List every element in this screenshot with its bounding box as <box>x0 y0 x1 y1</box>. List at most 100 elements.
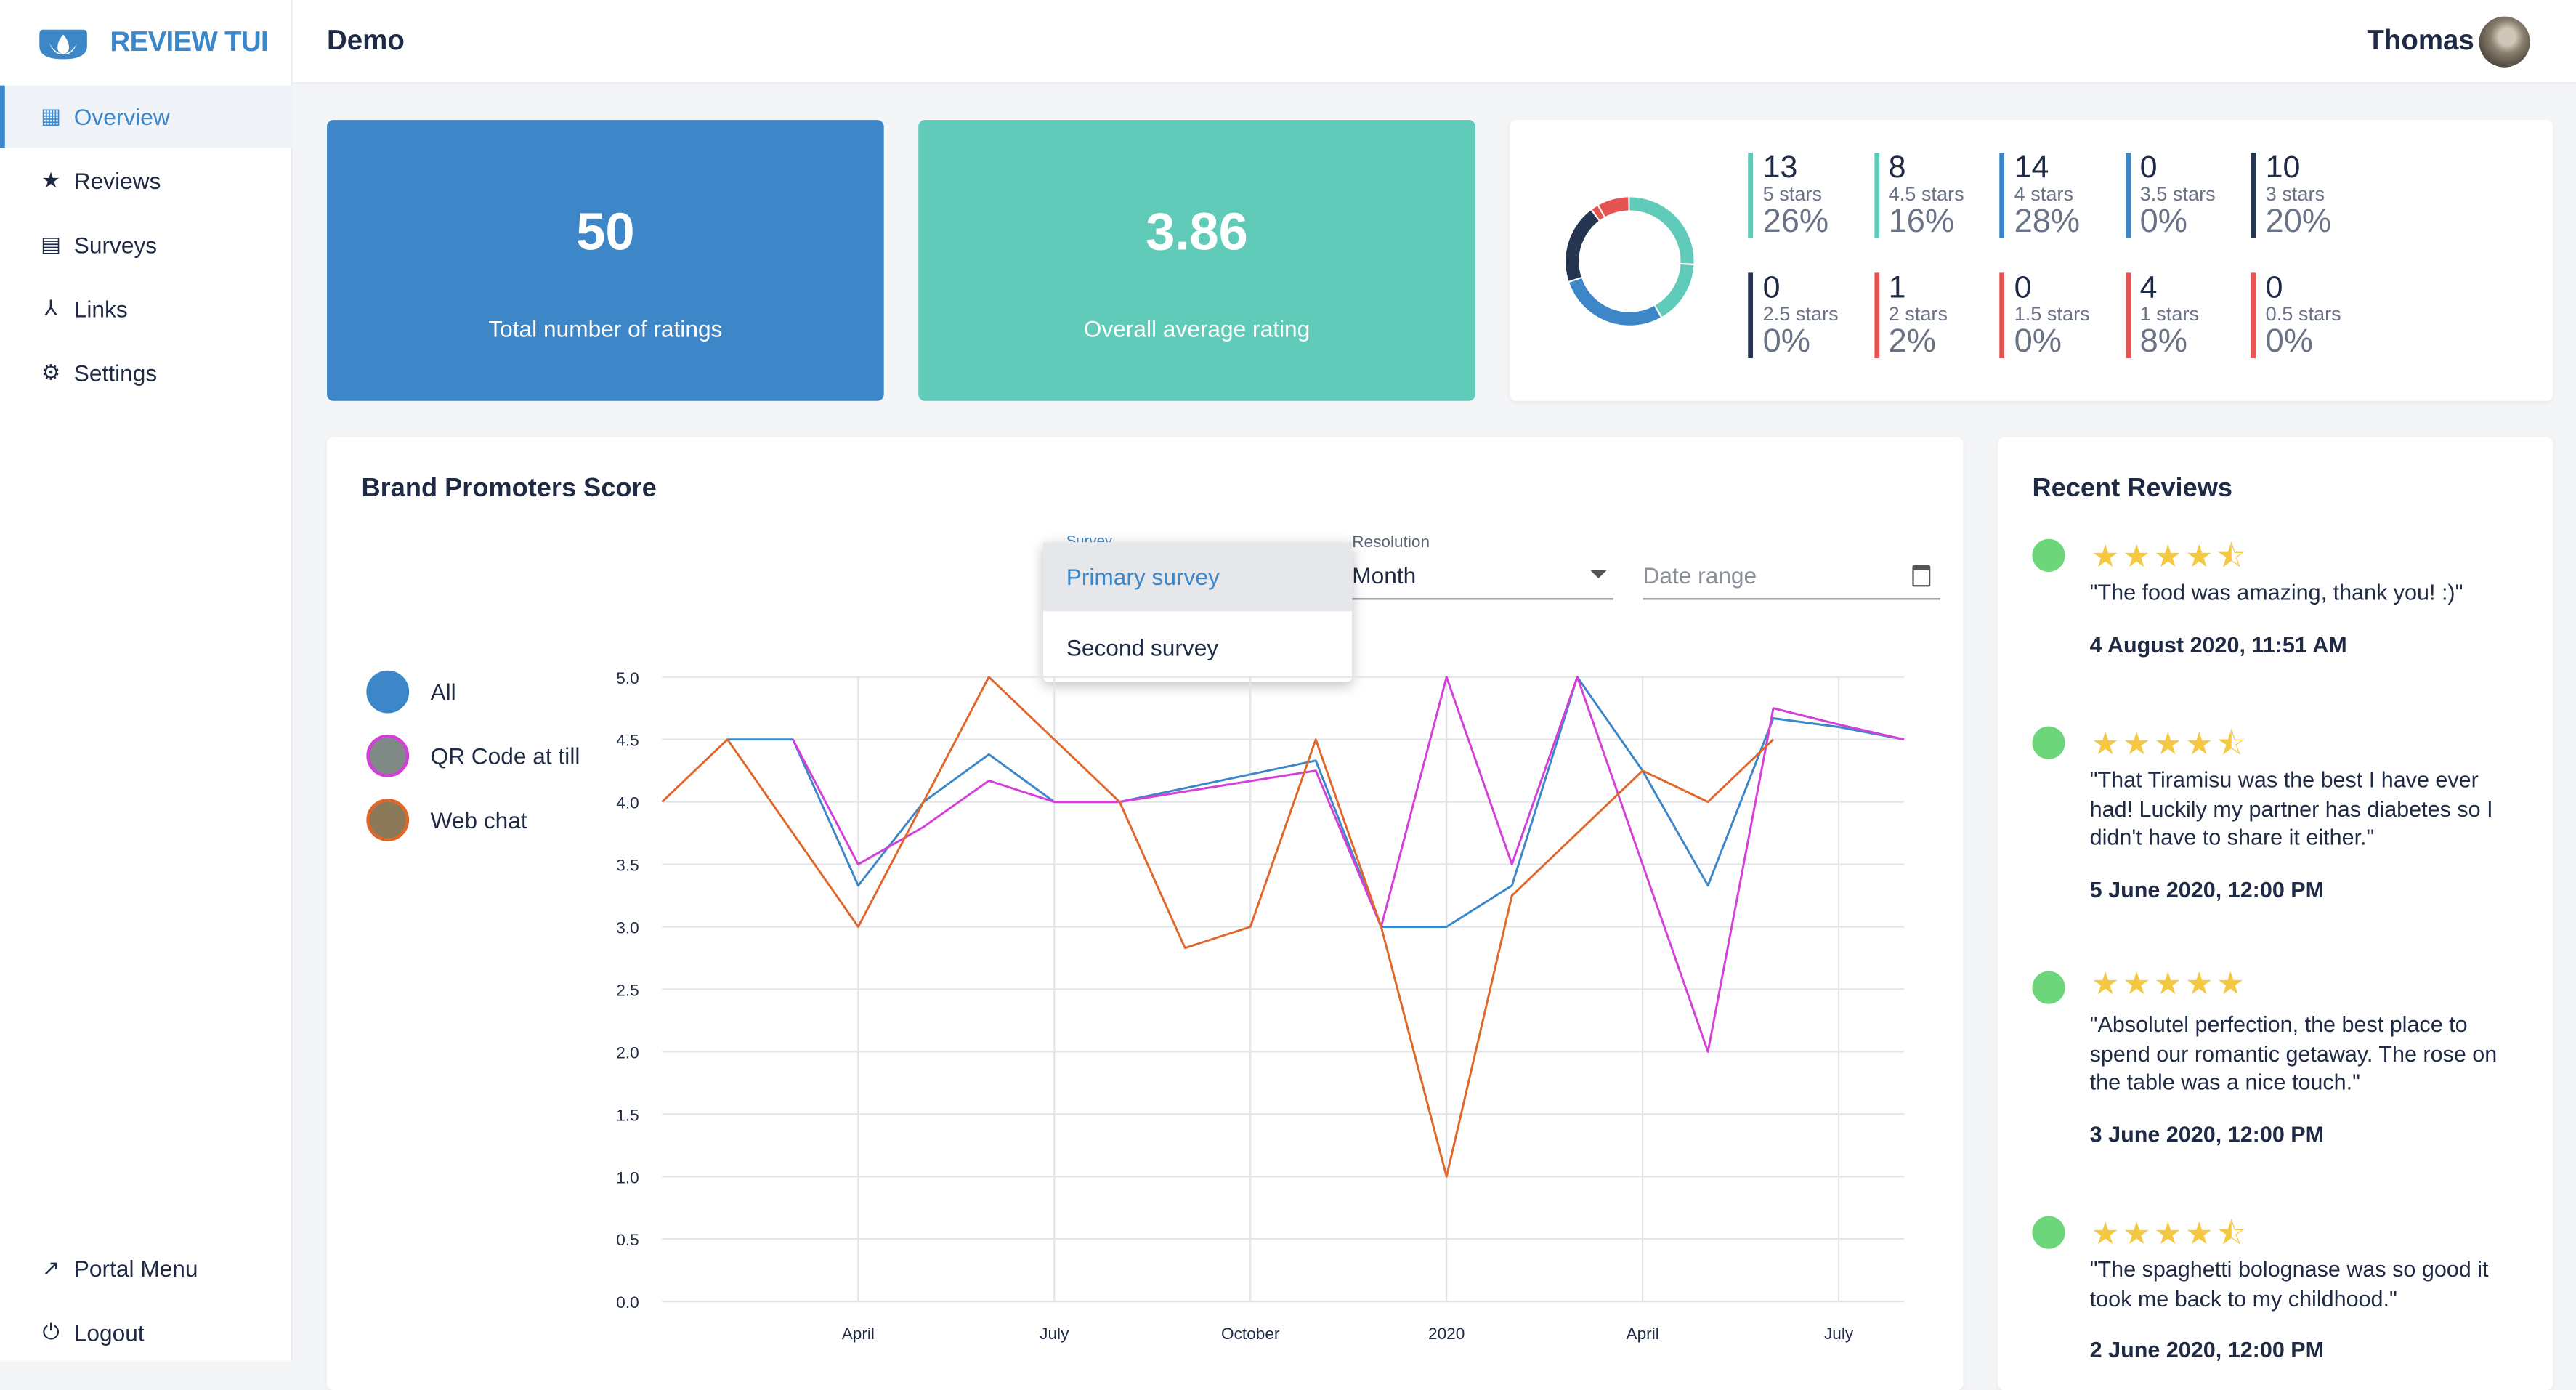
y-tick-label: 2.5 <box>616 981 639 999</box>
star-rating-icon: ★★★★★ <box>2091 968 2248 1003</box>
x-tick-label: July <box>1040 1325 1069 1343</box>
sidebar-item-portal-menu[interactable]: ↗ Portal Menu <box>0 1237 289 1300</box>
rating-percent: 0% <box>2139 203 2187 241</box>
resolution-select[interactable]: Month <box>1352 562 1613 600</box>
date-range-input[interactable]: Date range <box>1643 562 1940 600</box>
legend-item-all[interactable]: All <box>366 667 456 716</box>
brand-promoters-title: Brand Promoters Score <box>361 474 657 504</box>
rating-level: 0.5 stars <box>2265 302 2341 326</box>
rating-count: 4 <box>2139 271 2158 306</box>
legend-label: QR Code at till <box>430 743 580 769</box>
total-ratings-label: Total number of ratings <box>488 315 723 342</box>
legend-item-web-chat[interactable]: Web chat <box>366 796 527 845</box>
rating-percent: 26% <box>1762 203 1829 241</box>
user-name[interactable]: Thomas <box>2367 24 2474 56</box>
resolution-label: Resolution <box>1352 533 1430 552</box>
dashboard-icon: ▦ <box>41 103 61 129</box>
gear-icon: ⚙ <box>41 360 61 385</box>
rating-level: 4 stars <box>2014 182 2074 206</box>
status-dot <box>2032 538 2065 573</box>
sidebar-item-surveys[interactable]: ▤ Surveys <box>0 214 289 276</box>
recent-reviews-title: Recent Reviews <box>2032 474 2233 504</box>
y-tick-label: 0.0 <box>616 1293 639 1312</box>
page-title: Demo <box>327 24 405 56</box>
lotus-logo-icon <box>39 29 87 60</box>
rating-stat: 10 3 stars 20% <box>2251 151 2365 241</box>
rating-stat: 0 3.5 stars 0% <box>2125 151 2240 241</box>
rating-level: 1.5 stars <box>2014 302 2090 326</box>
power-icon: ⏻ <box>42 1319 60 1344</box>
rating-count: 8 <box>1888 151 1906 186</box>
x-tick-label: April <box>842 1325 875 1343</box>
y-tick-label: 3.5 <box>616 857 639 875</box>
y-tick-label: 0.5 <box>616 1231 639 1249</box>
x-tick-label: April <box>1627 1325 1659 1343</box>
sidebar-item-label: Links <box>73 296 128 323</box>
calendar-icon[interactable] <box>1912 565 1931 587</box>
sidebar-item-overview[interactable]: ▦ Overview <box>0 85 294 148</box>
brand[interactable]: REVIEW TUI <box>36 20 269 65</box>
avatar[interactable] <box>2479 16 2530 68</box>
rating-count: 1 <box>1888 271 1906 306</box>
sidebar-item-settings[interactable]: ⚙ Settings <box>0 342 289 404</box>
rating-count: 10 <box>2265 151 2301 186</box>
rating-count: 0 <box>2139 151 2158 186</box>
rating-count: 0 <box>2014 271 2032 306</box>
average-rating-card: 3.86 Overall average rating <box>918 120 1475 401</box>
status-dot <box>2032 726 2065 759</box>
brand-promoters-line-chart: 0.0 0.5 1.0 1.5 2.0 2.5 3.0 3.5 4.0 4.5 5.0 April Ju… <box>616 669 1905 1343</box>
donut-slice <box>1566 197 1694 326</box>
clipboard-icon: ▤ <box>41 231 61 256</box>
sidebar-item-label: Logout <box>73 1319 145 1346</box>
review-date: 2 June 2020, 12:00 PM <box>2089 1337 2325 1362</box>
rating-count: 14 <box>2014 151 2049 186</box>
status-dot <box>2032 971 2065 1004</box>
rating-level: 3 stars <box>2265 182 2325 206</box>
review-date: 5 June 2020, 12:00 PM <box>2089 877 2325 902</box>
review-text: "Absolutel perfection, the best place to… <box>2089 1012 2498 1095</box>
review-text: "The spaghetti bolognase was so good it … <box>2089 1257 2489 1311</box>
brand-promoters-card: Brand Promoters Score Survey Resolution … <box>327 437 1964 1390</box>
y-tick-label: 4.5 <box>616 732 639 750</box>
sidebar-item-reviews[interactable]: ★ Reviews <box>0 150 289 212</box>
total-ratings-card: 50 Total number of ratings <box>327 120 884 401</box>
rating-donut-chart <box>1566 197 1694 326</box>
series-line-1 <box>792 676 1905 1053</box>
y-tick-label: 1.0 <box>616 1168 639 1187</box>
rating-level: 1 stars <box>2139 302 2200 326</box>
rating-level: 2.5 stars <box>1762 302 1839 326</box>
rating-percent: 20% <box>2265 203 2332 241</box>
sidebar-item-label: Reviews <box>73 167 161 194</box>
survey-option-primary[interactable]: Primary survey <box>1043 542 1353 612</box>
sidebar-item-links[interactable]: ⅄ Links <box>0 278 289 340</box>
x-tick-label: July <box>1824 1325 1854 1343</box>
rating-stat: 0 0.5 stars 0% <box>2251 272 2365 360</box>
star-icon: ★ <box>41 167 61 193</box>
rating-count: 13 <box>1762 151 1798 186</box>
average-rating-label: Overall average rating <box>1083 315 1311 342</box>
sidebar-item-logout[interactable]: ⏻ Logout <box>0 1301 289 1364</box>
y-tick-label: 3.0 <box>616 919 639 937</box>
sidebar-item-label: Overview <box>73 103 170 130</box>
y-tick-label: 2.0 <box>616 1043 639 1062</box>
rating-count: 0 <box>1762 271 1781 306</box>
x-tick-label: 2020 <box>1428 1325 1465 1343</box>
date-range-placeholder: Date range <box>1643 562 1757 589</box>
survey-option-second[interactable]: Second survey <box>1066 634 1219 661</box>
average-rating-value: 3.86 <box>1146 202 1248 262</box>
legend-item-qr-code[interactable]: QR Code at till <box>366 731 580 780</box>
rating-percent: 0% <box>1762 323 1810 360</box>
star-rating-icon: ★★★★⯪ <box>2091 1217 2250 1253</box>
rating-stat: 13 5 stars 26% <box>1748 151 1863 241</box>
review-text: "The food was amazing, thank you! :)" <box>2089 580 2463 605</box>
external-link-icon: ↗ <box>41 1255 60 1280</box>
rating-distribution-card: 13 5 stars 26% 8 4.5 stars 16% 14 4 stars 28% 0 3.… <box>1510 120 2553 401</box>
sidebar-item-label: Settings <box>73 360 158 387</box>
brand-name: REVIEW TUI <box>110 26 269 58</box>
donut-slice <box>1566 197 1694 326</box>
rating-stat: 0 1.5 stars 0% <box>1999 271 2114 360</box>
star-rating-icon: ★★★★⯪ <box>2091 727 2250 763</box>
rating-stat: 8 4.5 stars 16% <box>1874 151 1988 240</box>
sidebar-item-label: Portal Menu <box>73 1255 198 1282</box>
